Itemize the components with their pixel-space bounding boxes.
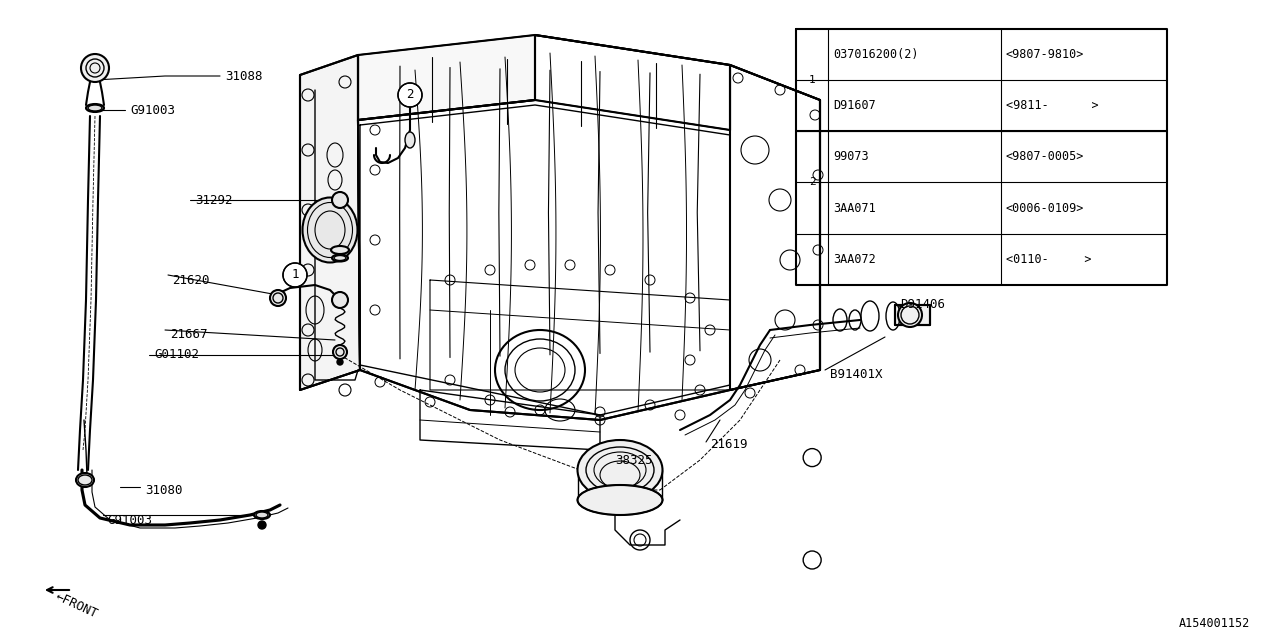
Text: 2: 2: [809, 177, 815, 188]
Polygon shape: [358, 35, 730, 130]
Polygon shape: [730, 65, 820, 390]
Text: G91003: G91003: [108, 513, 152, 527]
Ellipse shape: [253, 511, 270, 519]
Circle shape: [270, 290, 285, 306]
Text: 3AA072: 3AA072: [833, 253, 876, 266]
Text: <9807-0005>: <9807-0005>: [1006, 150, 1084, 163]
Text: B91401X: B91401X: [829, 369, 882, 381]
Text: 1: 1: [809, 75, 815, 85]
Text: 1: 1: [292, 269, 298, 282]
Polygon shape: [300, 55, 360, 390]
Text: <9807-9810>: <9807-9810>: [1006, 48, 1084, 61]
Text: 2: 2: [406, 88, 413, 102]
Ellipse shape: [86, 104, 104, 112]
Ellipse shape: [577, 485, 663, 515]
Circle shape: [803, 551, 822, 569]
Ellipse shape: [302, 198, 357, 262]
Text: A154001152: A154001152: [1179, 617, 1251, 630]
Circle shape: [333, 345, 347, 359]
Polygon shape: [358, 35, 820, 420]
Text: 21620: 21620: [172, 273, 210, 287]
Text: D91607: D91607: [833, 99, 876, 112]
Text: D91406: D91406: [900, 298, 945, 312]
Ellipse shape: [577, 440, 663, 500]
Text: ←FRONT: ←FRONT: [52, 589, 100, 620]
Text: 21667: 21667: [170, 328, 207, 342]
Text: 3AA071: 3AA071: [833, 202, 876, 214]
Circle shape: [283, 263, 307, 287]
Polygon shape: [895, 305, 931, 325]
Circle shape: [803, 449, 822, 467]
Text: 31080: 31080: [145, 483, 183, 497]
Text: G91003: G91003: [131, 104, 175, 116]
Ellipse shape: [332, 255, 348, 262]
Circle shape: [81, 54, 109, 82]
Text: 31088: 31088: [225, 70, 262, 83]
Circle shape: [259, 521, 266, 529]
Circle shape: [332, 192, 348, 208]
Circle shape: [337, 359, 343, 365]
Text: <0110-     >: <0110- >: [1006, 253, 1092, 266]
Ellipse shape: [76, 473, 93, 487]
Ellipse shape: [899, 303, 922, 327]
Text: 31292: 31292: [195, 193, 233, 207]
Text: 38325: 38325: [614, 454, 653, 467]
Text: <9811-      >: <9811- >: [1006, 99, 1098, 112]
Ellipse shape: [404, 132, 415, 148]
Text: 037016200(2): 037016200(2): [833, 48, 919, 61]
Text: 99073: 99073: [833, 150, 869, 163]
Ellipse shape: [332, 246, 349, 254]
Text: <0006-0109>: <0006-0109>: [1006, 202, 1084, 214]
Text: 21619: 21619: [710, 438, 748, 451]
Circle shape: [398, 83, 422, 107]
Circle shape: [332, 292, 348, 308]
Text: G01102: G01102: [154, 349, 198, 362]
